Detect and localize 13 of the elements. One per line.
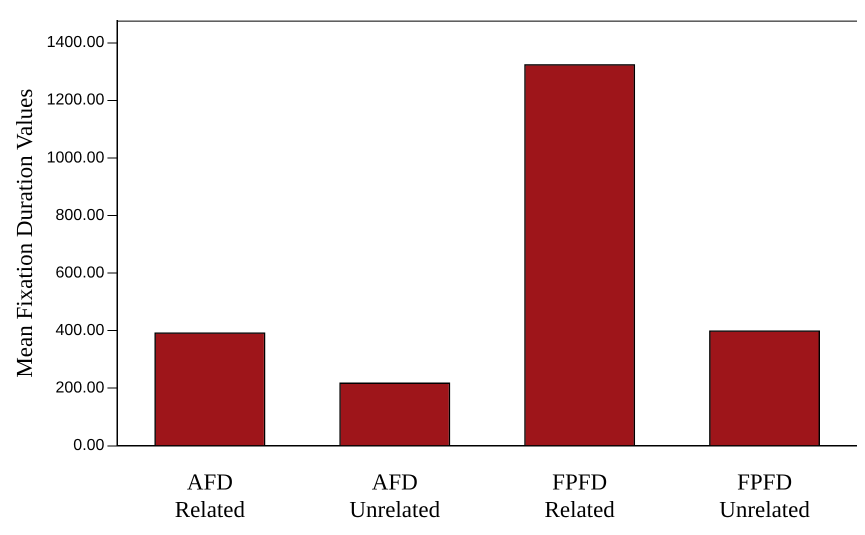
y-tick-label: 200.00 — [56, 380, 105, 397]
y-tick-label: 800.00 — [56, 206, 105, 224]
y-tick-label: 400.00 — [56, 322, 105, 340]
y-tick-label: 1000.00 — [46, 149, 105, 166]
y-tick-label: 600.00 — [56, 264, 105, 282]
x-tick-label: FPFD Unrelated — [719, 470, 810, 522]
y-tick-label: 1400.00 — [46, 34, 105, 52]
y-tick-label: 0.00 — [73, 437, 105, 454]
y-axis-title: Mean Fixation Duration Values — [12, 88, 37, 378]
y-tick-label: 1200.00 — [46, 92, 105, 109]
x-tick-label: FPFD Related — [544, 470, 616, 522]
x-tick-label: AFD Unrelated — [349, 470, 441, 522]
x-tick-label: AFD Related — [174, 470, 246, 522]
